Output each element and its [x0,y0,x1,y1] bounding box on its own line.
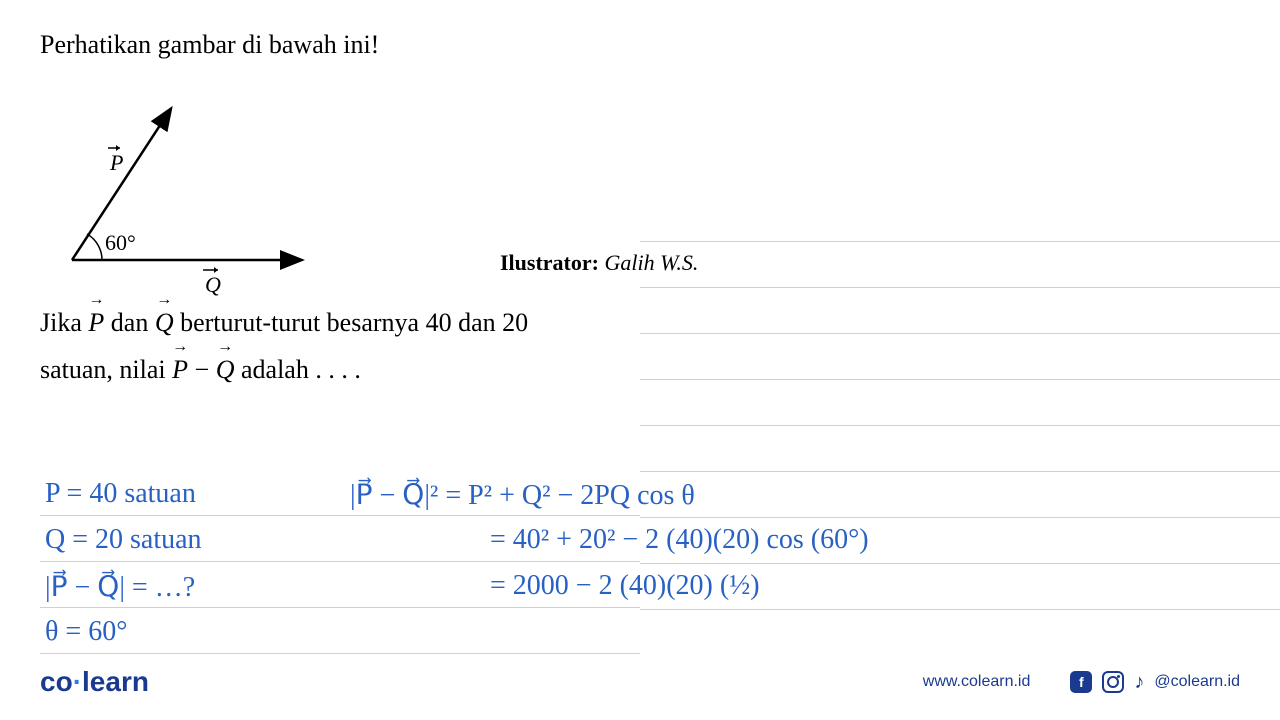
website-url: www.colearn.id [923,673,1031,691]
handwriting-formula: |P⃗ − Q⃗|² = P² + Q² − 2PQ cos θ [350,478,695,512]
angle-arc [87,234,102,260]
colearn-logo: co·learn [40,666,149,698]
vector-q-symbol: Q [216,347,235,394]
vector-diagram: P Q 60° Ilustrator: Galih W.S. [40,80,1240,300]
angle-label: 60° [105,230,136,255]
problem-title: Perhatikan gambar di bawah ini! [40,30,1240,60]
vector-p-symbol: P [172,347,188,394]
instagram-icon [1102,671,1124,693]
handwriting-substitution: = 40² + 20² − 2 (40)(20) cos (60°) [490,524,869,556]
illustrator-label: Ilustrator: [500,250,599,275]
handwriting-question: |P⃗ − Q⃗| = …? [45,570,195,604]
tiktok-icon: ♪ [1134,671,1144,694]
social-handle: @colearn.id [1154,673,1240,691]
vector-p-symbol: P [88,300,104,347]
handwriting-theta: θ = 60° [45,616,127,648]
text: adalah . . . . [234,355,360,384]
text: Jika [40,308,88,337]
footer-right: www.colearn.id f ♪ @colearn.id [923,671,1240,694]
handwriting-p-value: P = 40 satuan [45,478,196,510]
text: satuan, nilai [40,355,172,384]
illustrator-name: Galih W.S. [604,250,698,275]
illustrator-credit: Ilustrator: Galih W.S. [500,250,698,276]
footer: co·learn www.colearn.id f ♪ @colearn.id [0,662,1280,702]
logo-learn: learn [82,666,149,697]
facebook-icon: f [1070,671,1092,693]
handwriting-calculation: = 2000 − 2 (40)(20) (½) [490,570,760,602]
logo-dot: · [73,666,82,697]
p-label: P [109,150,123,175]
text: dan [104,308,155,337]
handwriting-q-value: Q = 20 satuan [45,524,202,556]
logo-co: co [40,666,73,697]
q-label: Q [205,272,221,297]
text: − [188,355,216,384]
vector-q-symbol: Q [155,300,174,347]
